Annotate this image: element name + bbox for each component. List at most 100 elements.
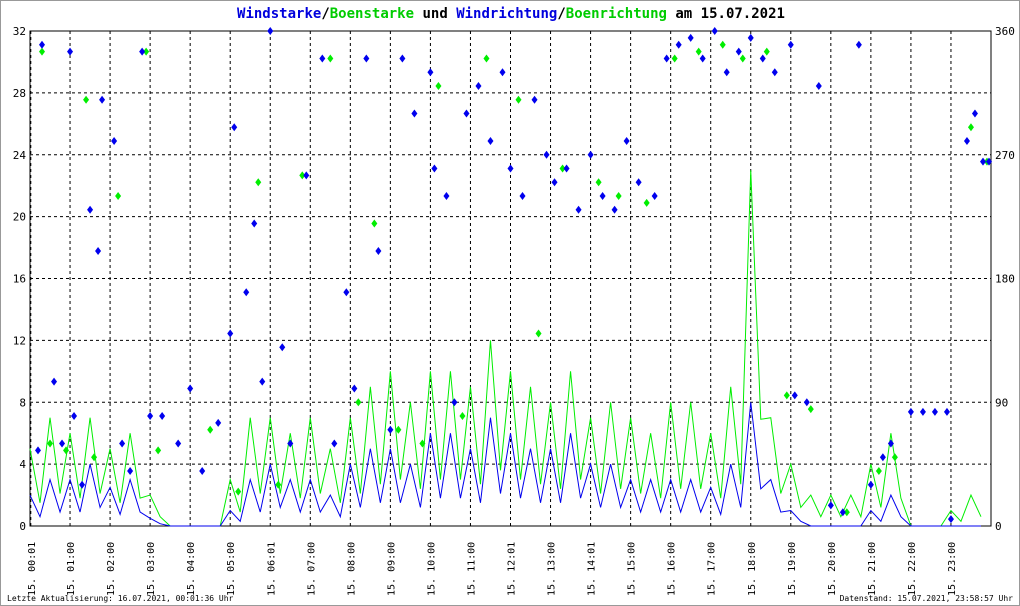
wind-direction-point xyxy=(147,412,154,420)
wind-direction-point xyxy=(855,40,862,49)
gust-direction-point xyxy=(155,446,162,455)
gust-direction-point xyxy=(695,47,702,56)
wind-direction-point xyxy=(303,171,310,180)
x-tick-label: 15. 01:00 xyxy=(66,542,77,596)
wind-direction-point xyxy=(119,439,126,448)
x-tick-label: 15. 09:00 xyxy=(386,542,397,596)
wind-direction-point xyxy=(343,288,350,297)
x-tick-label: 15. 22:00 xyxy=(907,542,918,596)
wind-direction-point xyxy=(87,205,94,214)
wind-direction-point xyxy=(279,343,286,352)
wind-direction-point xyxy=(543,150,550,159)
gust-direction-point xyxy=(967,123,974,132)
x-tick-label: 15. 18:00 xyxy=(747,542,758,596)
x-tick-label: 15. 17:00 xyxy=(707,542,718,596)
data-timestamp: Datenstand: 15.07.2021, 23:58:57 Uhr xyxy=(839,594,1013,603)
wind-direction-point xyxy=(979,157,986,166)
wind-direction-point xyxy=(227,329,234,338)
wind-direction-point xyxy=(803,398,810,407)
wind-direction-point xyxy=(687,33,694,42)
x-tick-label: 15. 08:00 xyxy=(346,542,357,596)
gust-direction-point xyxy=(327,54,334,63)
gust-direction-point xyxy=(671,54,678,63)
gust-direction-point xyxy=(483,54,490,63)
x-tick-label: 15. 06:01 xyxy=(266,542,277,596)
wind-direction-point xyxy=(79,480,86,489)
wind-direction-point xyxy=(759,54,766,63)
gust-direction-point xyxy=(355,398,362,407)
wind-direction-point xyxy=(363,54,370,63)
gust-direction-point xyxy=(435,82,442,90)
wind-direction-point xyxy=(243,288,250,297)
wind-direction-point xyxy=(411,109,418,118)
wind-direction-point xyxy=(735,47,742,56)
gust-direction-point xyxy=(39,47,46,56)
wind-direction-point xyxy=(747,33,754,42)
title-gust-direction: Boenrichtung xyxy=(565,6,667,22)
x-tick-label: 15. 05:00 xyxy=(226,542,237,596)
gust-direction-point xyxy=(459,412,466,420)
wind-direction-point xyxy=(111,137,118,145)
gust-direction-point xyxy=(275,480,282,489)
wind-direction-point xyxy=(215,418,222,427)
gust-direction-point xyxy=(739,54,746,63)
gust-direction-point xyxy=(235,487,242,496)
title-sep: / xyxy=(321,6,330,22)
wind-direction-point xyxy=(867,480,874,489)
title-gust-speed: Boenstarke xyxy=(329,6,415,22)
wind-direction-point xyxy=(907,407,914,416)
wind-direction-point xyxy=(251,219,258,228)
wind-direction-point xyxy=(971,109,978,118)
wind-direction-point xyxy=(723,68,730,77)
x-tick-label: 15. 15:00 xyxy=(627,542,638,596)
wind-direction-point xyxy=(551,178,558,187)
x-tick-label: 15. 11:00 xyxy=(466,542,477,596)
gust-direction-point xyxy=(615,192,622,200)
wind-direction-point xyxy=(199,467,206,475)
x-tick-label: 15. 04:00 xyxy=(186,542,197,596)
y-left-tick-label: 28 xyxy=(13,87,26,100)
wind-direction-point xyxy=(947,515,954,524)
title-und: und xyxy=(414,6,457,22)
gust-direction-point xyxy=(299,171,306,180)
wind-direction-point xyxy=(919,407,926,416)
gust-direction-point xyxy=(875,467,882,475)
wind-direction-point xyxy=(507,164,514,173)
wind-direction-point xyxy=(187,384,194,393)
y-right-tick-label: 90 xyxy=(995,396,1008,409)
wind-direction-point xyxy=(351,384,358,393)
wind-direction-point xyxy=(599,192,606,200)
wind-direction-point xyxy=(699,54,706,63)
wind-direction-point xyxy=(427,68,434,77)
wind-direction-point xyxy=(787,40,794,49)
title-wind-direction: Windrichtung xyxy=(456,6,558,22)
wind-direction-point xyxy=(771,68,778,77)
x-tick-label: 15. 00:01 xyxy=(27,542,38,596)
wind-direction-point xyxy=(331,439,338,448)
y-left-tick-label: 8 xyxy=(19,396,26,409)
wind-direction-point xyxy=(931,407,938,416)
wind-direction-point xyxy=(651,192,658,200)
x-tick-label: 15. 10:00 xyxy=(426,542,437,596)
wind-direction-point xyxy=(943,407,950,416)
wind-direction-point xyxy=(259,377,266,386)
wind-direction-point xyxy=(35,446,42,455)
wind-direction-point xyxy=(387,425,394,434)
x-tick-label: 15. 19:00 xyxy=(787,542,798,596)
wind-direction-point xyxy=(231,123,238,132)
gust-direction-point xyxy=(371,219,378,228)
gust-direction-point xyxy=(783,391,790,400)
gust-direction-point xyxy=(843,508,850,517)
last-update: Letzte Aktualisierung: 16.07.2021, 00:01… xyxy=(7,594,234,603)
title-sep: / xyxy=(557,6,566,22)
wind-direction-point xyxy=(499,68,506,77)
x-tick-label: 15. 02:00 xyxy=(106,542,117,596)
wind-direction-point xyxy=(985,157,992,166)
gust-direction-point xyxy=(595,178,602,187)
wind-direction-point xyxy=(827,501,834,510)
y-left-tick-label: 32 xyxy=(13,25,26,38)
wind-direction-point xyxy=(791,391,798,400)
gust-direction-point xyxy=(91,453,98,462)
wind-direction-point xyxy=(519,192,526,200)
